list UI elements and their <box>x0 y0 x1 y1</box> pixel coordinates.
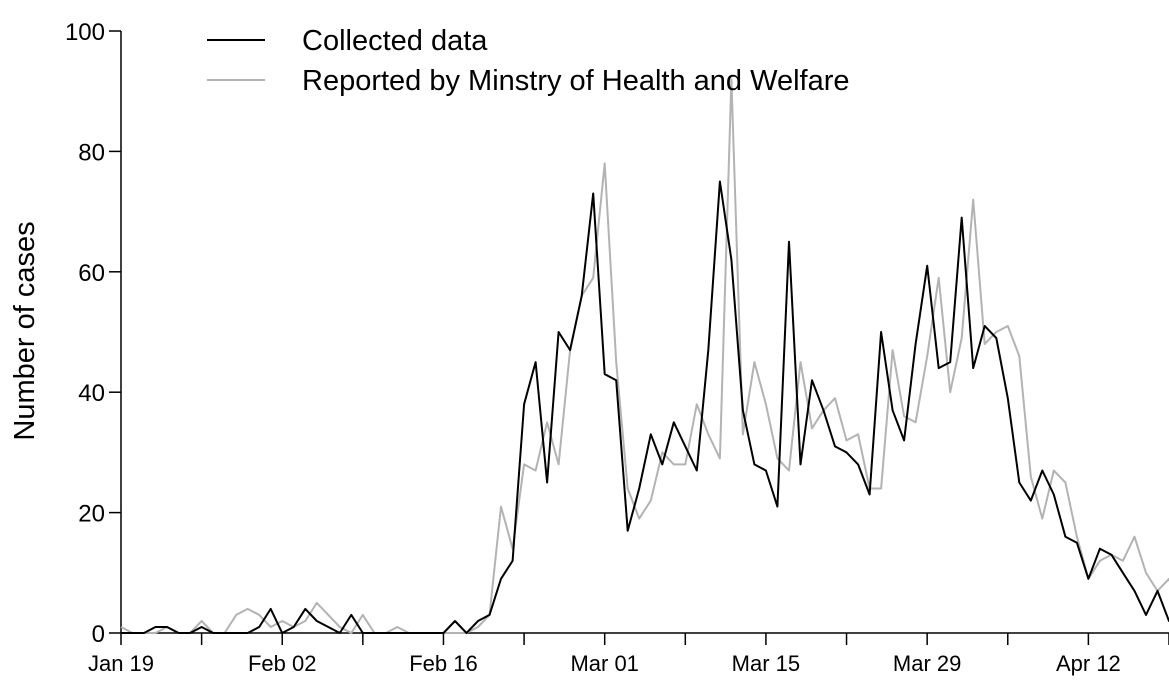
y-tick-label: 40 <box>78 380 105 407</box>
x-tick-label: Feb 02 <box>248 651 317 676</box>
y-tick-label: 80 <box>78 139 105 166</box>
y-tick-label: 60 <box>78 260 105 287</box>
x-axis: Jan 19 Feb 02 Feb 16 Mar 01 Mar 15 Mar 29 Apr … <box>88 632 1169 676</box>
y-axis-label: Number of cases <box>9 221 41 440</box>
legend: Collected data Reported by Minstry of Hea… <box>207 25 850 97</box>
x-tick-label: Mar 15 <box>732 651 800 676</box>
x-tick-label: Apr 12 <box>1056 651 1121 676</box>
series-line-2 <box>120 78 1169 634</box>
legend-label-2: Reported by Minstry of Health and Welfar… <box>302 65 850 97</box>
x-tick-label: Jan 19 <box>88 651 154 676</box>
x-tick-label: Mar 29 <box>893 651 961 676</box>
y-tick-label: 0 <box>92 621 105 648</box>
series-layer <box>120 78 1169 634</box>
y-tick-label: 20 <box>78 501 105 528</box>
series-line-1 <box>121 180 1169 634</box>
y-axis: 0 20 40 60 80 100 <box>65 19 122 648</box>
x-tick-label: Feb 16 <box>409 651 478 676</box>
y-tick-label: 100 <box>65 19 105 46</box>
legend-label-1: Collected data <box>302 25 488 57</box>
x-tick-label: Mar 01 <box>570 651 638 676</box>
